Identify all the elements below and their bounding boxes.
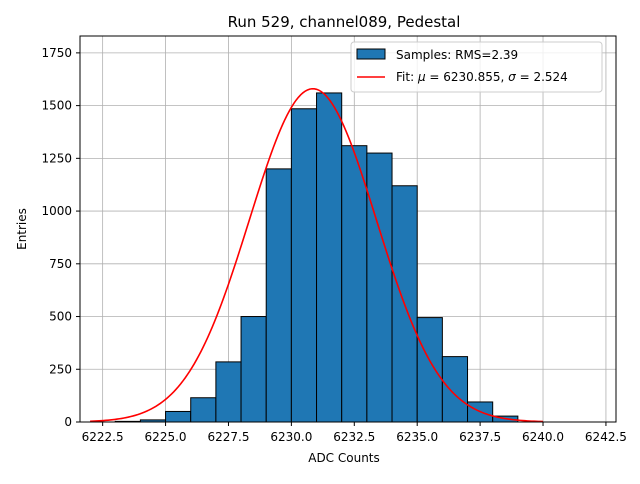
legend-fit-sigma-symbol: σ	[508, 70, 516, 84]
legend-fit-prefix: Fit:	[396, 70, 418, 84]
legend-fit-label: Fit: μ = 6230.855, σ = 2.524	[396, 70, 568, 84]
x-tick-label: 6242.5	[585, 430, 627, 444]
y-axis-ticks: 0 250 500 750 1000 1250 1500 1750	[41, 46, 80, 429]
x-axis-label: ADC Counts	[308, 451, 380, 465]
y-tick-label: 500	[49, 310, 72, 324]
legend-histogram-swatch	[356, 48, 386, 60]
histogram-bar	[341, 145, 368, 423]
histogram-bar	[165, 410, 192, 423]
legend-frame	[350, 41, 603, 93]
histogram-bar	[240, 316, 267, 423]
x-axis-ticks: 6222.5 6225.0 6227.5 6230.0 6232.5 6235.0 6237…	[82, 422, 627, 444]
plot-frame	[79, 35, 617, 423]
y-tick-label: 250	[49, 362, 72, 376]
y-tick-label: 1500	[41, 99, 72, 113]
y-tick-label: 1000	[41, 204, 72, 218]
y-tick-label: 1750	[41, 46, 72, 60]
histogram-bar	[290, 108, 318, 423]
y-tick-label: 1250	[41, 151, 72, 165]
legend-fit-mu-value: = 6230.855,	[426, 70, 509, 84]
x-tick-label: 6230.0	[270, 430, 312, 444]
legend[interactable]: Samples: RMS=2.39 Fit: μ = 6230.855, σ =…	[350, 41, 603, 93]
y-tick-label: 0	[64, 415, 72, 429]
legend-fit-mu-symbol: μ	[417, 70, 426, 84]
histogram-bar	[441, 356, 469, 423]
histogram-bar	[316, 92, 343, 423]
histogram-bar	[416, 317, 443, 423]
y-axis-label: Entries	[15, 208, 29, 250]
histogram-bar	[265, 168, 292, 423]
x-tick-label: 6225.0	[145, 430, 187, 444]
histogram-bar	[366, 152, 393, 423]
x-tick-label: 6222.5	[82, 430, 124, 444]
x-tick-label: 6240.0	[522, 430, 564, 444]
fit-curve	[90, 87, 544, 422]
x-tick-label: 6232.5	[333, 430, 375, 444]
y-tick-label: 750	[49, 257, 72, 271]
legend-fit-sigma-value: = 2.524	[516, 70, 568, 84]
histogram-bar	[215, 361, 242, 423]
x-tick-label: 6237.5	[459, 430, 501, 444]
chart-title: Run 529, channel089, Pedestal	[228, 13, 461, 31]
histogram-bar	[190, 397, 217, 423]
x-tick-label: 6235.0	[396, 430, 438, 444]
legend-histogram-label: Samples: RMS=2.39	[396, 48, 518, 62]
x-tick-label: 6227.5	[207, 430, 249, 444]
